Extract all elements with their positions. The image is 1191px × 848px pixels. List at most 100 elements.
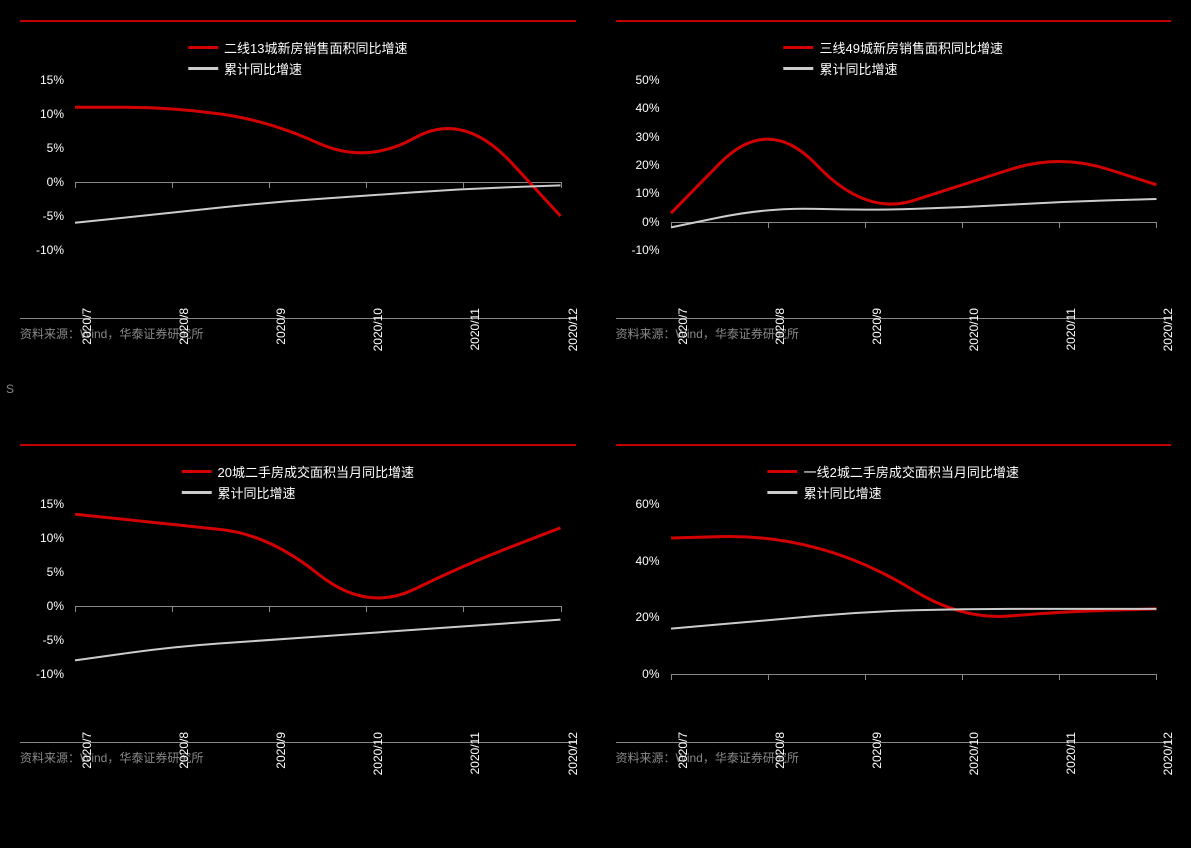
x-tick-label: 2020/10 (371, 732, 385, 775)
legend-swatch (784, 67, 814, 70)
legend: 二线13城新房销售面积同比增速累计同比增速 (188, 38, 407, 78)
line-svg (671, 504, 1157, 674)
legend-label: 20城二手房成交面积当月同比增速 (218, 462, 414, 481)
legend-swatch (768, 470, 798, 473)
x-tick-label: 2020/7 (80, 308, 94, 345)
x-tick-label: 2020/9 (274, 308, 288, 345)
x-tick (561, 182, 562, 188)
y-tick-label: 5% (47, 141, 64, 155)
chart-grid: 二线13城新房销售面积同比增速累计同比增速15%10%5%0%-5%-10%20… (0, 0, 1191, 848)
x-tick-label: 2020/8 (773, 732, 787, 769)
plot-area (75, 80, 561, 250)
y-tick-label: 40% (635, 554, 659, 568)
legend: 一线2城二手房成交面积当月同比增速累计同比增速 (768, 462, 1019, 502)
x-tick-label: 2020/12 (566, 308, 580, 351)
source-text: 资料来源：Wind，华泰证券研究所 (20, 749, 576, 766)
x-tick-label: 2020/9 (274, 732, 288, 769)
y-tick-label: 10% (40, 531, 64, 545)
x-tick-label: 2020/8 (177, 308, 191, 345)
top-rule (20, 444, 576, 446)
legend-swatch (188, 67, 218, 70)
y-axis: 15%10%5%0%-5%-10% (20, 80, 70, 250)
legend-swatch (182, 470, 212, 473)
line-svg (75, 504, 561, 674)
y-tick-label: -5% (43, 209, 64, 223)
chart-area: 三线49城新房销售面积同比增速累计同比增速50%40%30%20%10%0%-1… (616, 30, 1172, 310)
legend-item: 二线13城新房销售面积同比增速 (188, 38, 407, 57)
panel-bottom-left: 20城二手房成交面积当月同比增速累计同比增速 15% 10% 5% 0% -5% -10% 2… (0, 424, 596, 848)
x-tick (561, 606, 562, 612)
y-tick-label: 0% (47, 599, 64, 613)
y-axis: 50%40%30%20%10%0%-10% (616, 80, 666, 250)
y-axis: 60%40%20%0% (616, 504, 666, 674)
y-tick-label: 50% (635, 73, 659, 87)
top-rule (616, 20, 1172, 22)
x-tick-label: 2020/8 (773, 308, 787, 345)
y-tick-label: -10% (631, 243, 659, 257)
bottom-rule (616, 318, 1172, 319)
legend-label: 二线13城新房销售面积同比增速 (224, 38, 407, 57)
y-tick-label: 15% (40, 497, 64, 511)
x-tick-label: 2020/7 (676, 732, 690, 769)
y-tick-label: 0% (47, 175, 64, 189)
source-text: 资料来源：Wind，华泰证券研究所 (20, 325, 576, 342)
series-line (75, 620, 561, 661)
panel-top-right: 三线49城新房销售面积同比增速累计同比增速50%40%30%20%10%0%-1… (596, 0, 1191, 424)
x-tick-label: 2020/8 (177, 732, 191, 769)
y-tick-label: 40% (635, 101, 659, 115)
y-tick-label: -10% (36, 667, 64, 681)
x-axis-line (671, 674, 1157, 675)
y-tick-label: 10% (635, 186, 659, 200)
y-tick-label: -10% (36, 243, 64, 257)
series-line (671, 199, 1157, 227)
x-tick-label: 2020/10 (371, 308, 385, 351)
legend: 20城二手房成交面积当月同比增速累计同比增速 (182, 462, 414, 502)
legend: 三线49城新房销售面积同比增速累计同比增速 (784, 38, 1003, 78)
x-axis: 2020/72020/82020/92020/102020/112020/12 (75, 252, 561, 310)
y-tick-label: 60% (635, 497, 659, 511)
x-tick-label: 2020/12 (1161, 732, 1175, 775)
y-tick-label: 15% (40, 73, 64, 87)
y-axis: 15%10%5%0%-5%-10% (20, 504, 70, 674)
bottom-rule (20, 742, 576, 743)
legend-item: 累计同比增速 (188, 59, 407, 78)
y-tick-label: 5% (47, 565, 64, 579)
x-tick-label: 2020/7 (676, 308, 690, 345)
panel-bottom-right: 一线2城二手房成交面积当月同比增速累计同比增速60%40%20%0%2020/7… (596, 424, 1191, 848)
series-line (75, 185, 561, 222)
series-line (75, 514, 561, 598)
left-note: S (6, 382, 14, 396)
x-tick-label: 2020/11 (1064, 308, 1078, 351)
x-tick-label: 2020/12 (566, 732, 580, 775)
legend-swatch (784, 46, 814, 49)
panel-top-left: 二线13城新房销售面积同比增速累计同比增速15%10%5%0%-5%-10%20… (0, 0, 596, 424)
legend-item: 三线49城新房销售面积同比增速 (784, 38, 1003, 57)
x-tick-label: 2020/11 (468, 732, 482, 775)
x-axis: 2020/72020/82020/92020/102020/112020/12 (671, 252, 1157, 310)
x-tick (1156, 222, 1157, 228)
series-line (671, 536, 1157, 616)
chart-area: 二线13城新房销售面积同比增速累计同比增速15%10%5%0%-5%-10%20… (20, 30, 576, 310)
legend-label: 累计同比增速 (224, 59, 302, 78)
x-tick-label: 2020/10 (967, 732, 981, 775)
x-tick-label: 2020/7 (80, 732, 94, 769)
legend-label: 累计同比增速 (820, 59, 898, 78)
plot-area (671, 504, 1157, 674)
chart-area: 20城二手房成交面积当月同比增速累计同比增速 15% 10% 5% 0% -5% -10% 2… (20, 454, 576, 734)
x-tick (1156, 674, 1157, 680)
legend-item: 20城二手房成交面积当月同比增速 (182, 462, 414, 481)
bottom-rule (20, 318, 576, 319)
y-tick-label: -5% (43, 633, 64, 647)
x-axis: 2020/72020/82020/92020/102020/112020/12 (75, 676, 561, 734)
top-rule (616, 444, 1172, 446)
y-tick-label: 20% (635, 158, 659, 172)
legend-item: 一线2城二手房成交面积当月同比增速 (768, 462, 1019, 481)
x-tick-label: 2020/9 (870, 308, 884, 345)
legend-swatch (188, 46, 218, 49)
y-tick-label: 20% (635, 610, 659, 624)
plot-area (75, 504, 561, 674)
x-tick-label: 2020/12 (1161, 308, 1175, 351)
legend-label: 累计同比增速 (804, 483, 882, 502)
x-tick-label: 2020/10 (967, 308, 981, 351)
y-tick-label: 0% (642, 215, 659, 229)
